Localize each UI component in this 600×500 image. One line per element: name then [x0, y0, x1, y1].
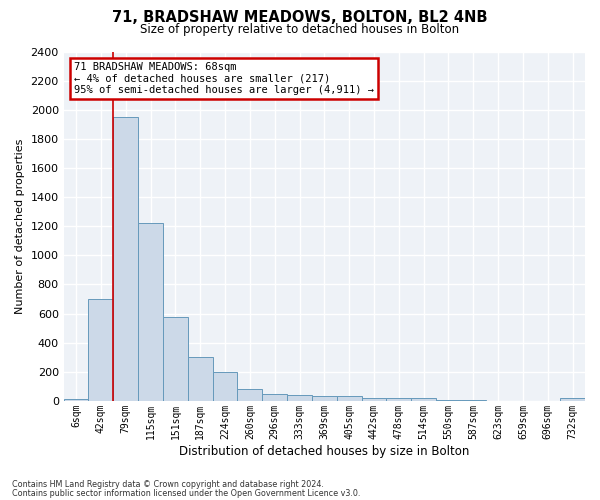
Bar	[337, 396, 362, 401]
Bar	[386, 398, 411, 401]
Bar	[64, 398, 88, 401]
Bar	[312, 396, 337, 401]
Bar	[138, 224, 163, 401]
Bar	[113, 117, 138, 401]
Bar	[238, 390, 262, 401]
Text: 71, BRADSHAW MEADOWS, BOLTON, BL2 4NB: 71, BRADSHAW MEADOWS, BOLTON, BL2 4NB	[112, 10, 488, 25]
Bar	[212, 372, 238, 401]
Bar	[88, 299, 113, 401]
Text: Size of property relative to detached houses in Bolton: Size of property relative to detached ho…	[140, 22, 460, 36]
Text: 71 BRADSHAW MEADOWS: 68sqm
← 4% of detached houses are smaller (217)
95% of semi: 71 BRADSHAW MEADOWS: 68sqm ← 4% of detac…	[74, 62, 374, 95]
Bar	[436, 400, 461, 401]
Bar	[188, 356, 212, 401]
Bar	[262, 394, 287, 401]
Bar	[287, 396, 312, 401]
Bar	[411, 398, 436, 401]
Text: Contains public sector information licensed under the Open Government Licence v3: Contains public sector information licen…	[12, 488, 361, 498]
Bar	[163, 317, 188, 401]
Bar	[560, 398, 585, 401]
Bar	[362, 398, 386, 401]
Text: Contains HM Land Registry data © Crown copyright and database right 2024.: Contains HM Land Registry data © Crown c…	[12, 480, 324, 489]
X-axis label: Distribution of detached houses by size in Bolton: Distribution of detached houses by size …	[179, 444, 470, 458]
Y-axis label: Number of detached properties: Number of detached properties	[15, 138, 25, 314]
